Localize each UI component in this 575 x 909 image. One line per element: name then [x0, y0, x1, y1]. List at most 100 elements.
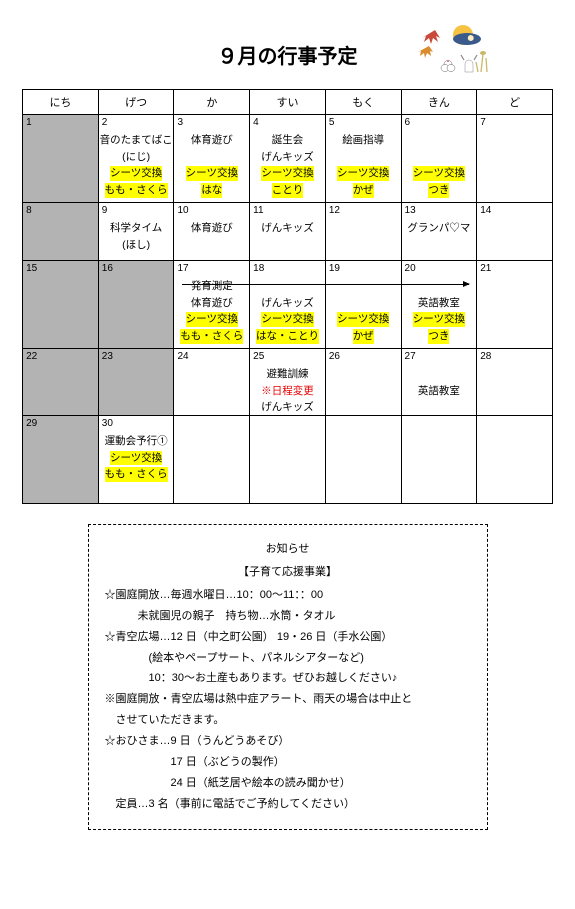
calendar-cell	[174, 416, 250, 504]
notice-line: ☆園庭開放…毎週水曜日…10：00～11：：00	[105, 585, 471, 606]
day-number: 18	[253, 263, 264, 274]
day-number: 10	[177, 205, 188, 216]
day-number: 23	[102, 351, 113, 362]
notice-line: (絵本やペープサート、パネルシアターなど)	[105, 648, 471, 669]
event-text: つき	[428, 329, 449, 344]
event-text: はな・ことり	[256, 329, 319, 344]
event-list: シーツ交換つき	[402, 115, 477, 198]
calendar-cell: 16	[98, 261, 174, 349]
calendar-header-cell: きん	[401, 90, 477, 115]
event-text: シーツ交換	[413, 312, 465, 327]
title-area: ９月の行事予定	[0, 0, 575, 89]
event-text: (ほし)	[122, 238, 150, 253]
day-number: 2	[102, 117, 108, 128]
day-number: 6	[405, 117, 411, 128]
calendar-cell: 10体育遊び	[174, 203, 250, 261]
calendar-cell	[250, 416, 326, 504]
calendar-body: 12音のたまてばこ(にじ)シーツ交換もも・さくら3体育遊び シーツ交換はな4誕生…	[23, 115, 553, 504]
notice-line: ☆青空広場…12 日（中之町公園） 19・26 日（手水公園）	[105, 627, 471, 648]
notice-line: 定員…3 名（事前に電話でご予約してください）	[105, 794, 471, 815]
event-text: グランパ♡マ	[407, 221, 470, 236]
event-text: げんキッズ	[261, 221, 314, 236]
calendar-head: にちげつかすいもくきんど	[23, 90, 553, 115]
calendar-cell	[325, 416, 401, 504]
event-text	[437, 279, 440, 294]
day-number: 4	[253, 117, 259, 128]
event-text: 体育遊び	[191, 133, 233, 148]
event-list: 絵画指導 シーツ交換かぜ	[326, 115, 401, 198]
notice-head1: お知らせ	[105, 539, 471, 560]
calendar-header-cell: げつ	[98, 90, 174, 115]
day-number: 22	[26, 351, 37, 362]
calendar-cell: 20 英語教室シーツ交換つき	[401, 261, 477, 349]
event-text: 科学タイム	[110, 221, 162, 236]
notice-line: 10：30～お土産もあります。ぜひお越しください♪	[105, 668, 471, 689]
day-number: 16	[102, 263, 113, 274]
calendar-cell: 26	[325, 349, 401, 416]
calendar-cell: 7	[477, 115, 553, 203]
event-list: 誕生会げんキッズシーツ交換ことり	[250, 115, 325, 198]
calendar-header-cell: にち	[23, 90, 99, 115]
calendar-cell: 2音のたまてばこ(にじ)シーツ交換もも・さくら	[98, 115, 174, 203]
calendar-cell: 21	[477, 261, 553, 349]
day-number: 29	[26, 418, 37, 429]
calendar-cell: 13グランパ♡マ	[401, 203, 477, 261]
calendar-cell: 15	[23, 261, 99, 349]
calendar-cell: 5絵画指導 シーツ交換かぜ	[325, 115, 401, 203]
event-text	[437, 150, 440, 165]
event-text: ことり	[272, 183, 304, 198]
event-list: 体育遊び シーツ交換はな	[174, 115, 249, 198]
day-number: 9	[102, 205, 108, 216]
event-text: シーツ交換	[186, 312, 238, 327]
event-text	[362, 279, 365, 294]
calendar-header-cell: すい	[250, 90, 326, 115]
day-number: 11	[253, 205, 263, 216]
event-list: 音のたまてばこ(にじ)シーツ交換もも・さくら	[99, 115, 174, 198]
event-text: 避難訓練	[267, 367, 309, 382]
calendar-cell: 1	[23, 115, 99, 203]
calendar-cell: 14	[477, 203, 553, 261]
event-text: シーツ交換	[261, 312, 313, 327]
event-text: (にじ)	[122, 150, 150, 165]
day-number: 21	[480, 263, 491, 274]
event-text: はな	[201, 183, 222, 198]
event-text: 体育遊び	[191, 296, 233, 311]
event-text: 体育遊び	[191, 221, 233, 236]
event-list: 科学タイム (ほし)	[99, 203, 174, 252]
event-text: シーツ交換	[413, 166, 465, 181]
calendar-header-cell: か	[174, 90, 250, 115]
calendar-header-cell: もく	[325, 90, 401, 115]
day-number: 27	[405, 351, 416, 362]
calendar-cell: 3体育遊び シーツ交換はな	[174, 115, 250, 203]
event-text: 英語教室	[418, 384, 460, 399]
event-text: げんキッズ	[261, 150, 314, 165]
event-text: もも・さくら	[105, 183, 168, 198]
notice-lines: ☆園庭開放…毎週水曜日…10：00～11：：00 未就園児の親子 持ち物…水筒・…	[105, 585, 471, 815]
event-text	[362, 150, 365, 165]
moon-decoration-icon	[415, 20, 495, 75]
calendar-cell: 12	[325, 203, 401, 261]
day-number: 3	[177, 117, 183, 128]
calendar-cell	[477, 416, 553, 504]
event-text: もも・さくら	[105, 467, 168, 482]
event-text: つき	[428, 183, 449, 198]
notice-line: ☆おひさま…9 日（うんどうあそび）	[105, 731, 471, 752]
calendar-cell: 22	[23, 349, 99, 416]
event-text: 誕生会	[272, 133, 304, 148]
event-text	[210, 150, 213, 165]
event-text: かぜ	[353, 329, 374, 344]
day-number: 8	[26, 205, 32, 216]
event-text: ※日程変更	[261, 384, 314, 399]
event-text: げんキッズ	[261, 296, 314, 311]
calendar-cell: 4誕生会げんキッズシーツ交換ことり	[250, 115, 326, 203]
event-text: 発育測定	[191, 279, 233, 294]
event-text: シーツ交換	[110, 451, 162, 466]
day-number: 15	[26, 263, 37, 274]
calendar-cell: 27 英語教室	[401, 349, 477, 416]
event-text	[286, 279, 289, 294]
day-number: 20	[405, 263, 416, 274]
date-range-arrow	[182, 284, 469, 285]
calendar-cell: 8	[23, 203, 99, 261]
notice-box: お知らせ 【子育て応援事業】 ☆園庭開放…毎週水曜日…10：00～11：：00 …	[88, 524, 488, 830]
event-text	[362, 296, 365, 311]
